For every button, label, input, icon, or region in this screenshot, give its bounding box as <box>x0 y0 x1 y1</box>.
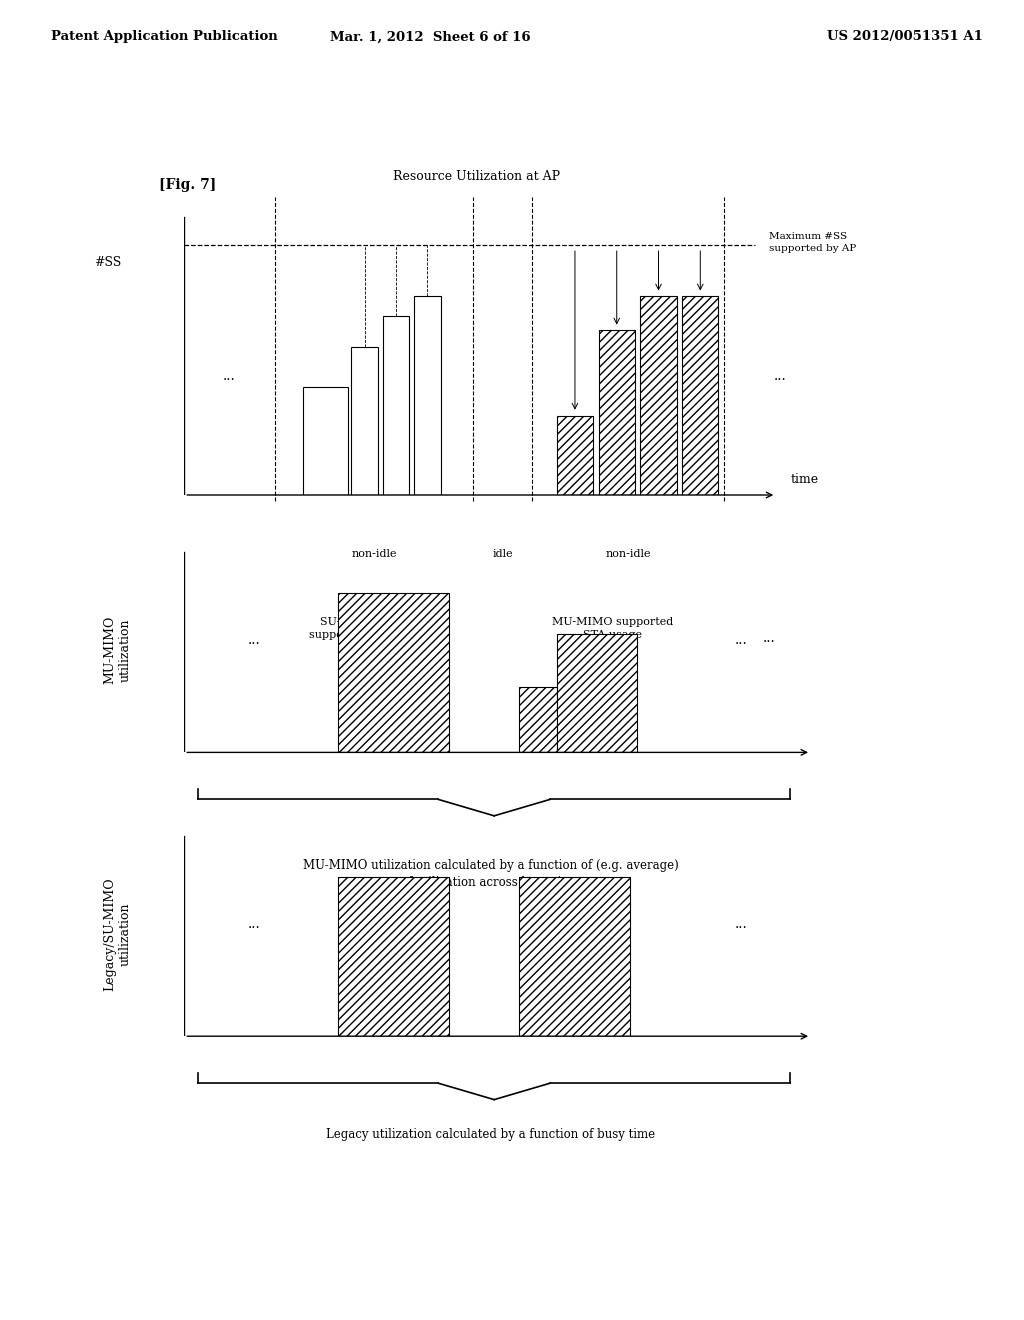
Text: non-idle: non-idle <box>351 549 397 558</box>
Text: US 2012/0051351 A1: US 2012/0051351 A1 <box>827 30 983 44</box>
Text: non-idle: non-idle <box>605 549 651 558</box>
Text: Maximum #SS
supported by AP: Maximum #SS supported by AP <box>769 232 856 253</box>
Text: idle: idle <box>493 549 513 558</box>
Text: MU-MIMO utilization calculated by a function of (e.g. average)
of utilization ac: MU-MIMO utilization calculated by a func… <box>303 859 679 888</box>
Text: ...: ... <box>773 368 786 383</box>
Bar <box>640 297 677 495</box>
Text: Legacy utilization calculated by a function of busy time: Legacy utilization calculated by a funct… <box>326 1129 655 1142</box>
Text: ...: ... <box>735 916 748 931</box>
Bar <box>518 686 557 752</box>
Text: SU-MIMO only
support STA usage: SU-MIMO only support STA usage <box>309 616 415 640</box>
Bar <box>414 297 440 495</box>
Text: ...: ... <box>248 916 260 931</box>
Text: Mar. 1, 2012  Sheet 6 of 16: Mar. 1, 2012 Sheet 6 of 16 <box>330 30 530 44</box>
Text: Legacy/SU-MIMO
utilization: Legacy/SU-MIMO utilization <box>103 876 132 991</box>
Bar <box>557 416 593 495</box>
Bar <box>338 593 449 752</box>
Text: Resource Utilization at AP: Resource Utilization at AP <box>393 170 560 183</box>
Text: time: time <box>791 474 818 487</box>
Bar <box>557 634 637 752</box>
Bar <box>682 297 719 495</box>
Bar <box>303 387 348 495</box>
Bar <box>599 330 635 495</box>
Text: Patent Application Publication: Patent Application Publication <box>51 30 278 44</box>
Bar <box>383 317 410 495</box>
Text: ...: ... <box>763 631 775 645</box>
Bar <box>338 876 449 1036</box>
Text: [Fig. 7]: [Fig. 7] <box>159 178 216 193</box>
Bar <box>518 876 630 1036</box>
Text: ...: ... <box>248 632 260 647</box>
Bar <box>351 347 378 495</box>
Text: MU-MIMO supported
STA usage: MU-MIMO supported STA usage <box>552 616 673 640</box>
Text: ...: ... <box>223 368 236 383</box>
Text: ...: ... <box>735 632 748 647</box>
Text: MU-MIMO
utilization: MU-MIMO utilization <box>103 616 132 684</box>
Text: #SS: #SS <box>94 256 122 269</box>
